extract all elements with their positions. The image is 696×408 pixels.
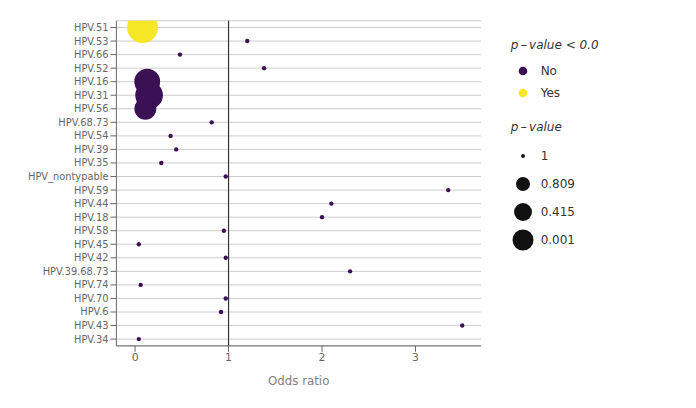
svg-text:HPV.54: HPV.54	[74, 130, 108, 141]
html-text:0.809: 0.809	[540, 177, 575, 191]
svg-text:HPV.56: HPV.56	[74, 103, 108, 114]
html-text:p – value < 0.0: p – value < 0.0	[510, 38, 599, 52]
svg-text:HPV.59: HPV.59	[74, 185, 108, 196]
svg-text:HPV.34: HPV.34	[74, 334, 108, 345]
html-text:0.415: 0.415	[540, 205, 575, 219]
svg-text:3: 3	[412, 351, 419, 364]
svg-text:HPV.18: HPV.18	[74, 212, 108, 223]
svg-text:2: 2	[319, 351, 326, 364]
svg-text:0: 0	[132, 351, 139, 364]
svg-text:HPV.45: HPV.45	[74, 239, 108, 250]
svg-text:HPV_nontypable: HPV_nontypable	[28, 171, 109, 183]
svg-text:HPV.35: HPV.35	[74, 157, 108, 168]
svg-text:HPV.43: HPV.43	[74, 320, 108, 331]
svg-text:HPV.66: HPV.66	[74, 49, 108, 60]
svg-text:HPV.52: HPV.52	[74, 63, 108, 74]
svg-text:HPV.31: HPV.31	[74, 90, 108, 101]
svg-text:HPV.44: HPV.44	[74, 198, 108, 209]
html-text:0.001: 0.001	[540, 233, 575, 247]
svg-text:HPV.42: HPV.42	[74, 252, 108, 263]
svg-text:Odds ratio: Odds ratio	[268, 374, 329, 388]
html-text:p – value: p – value	[510, 120, 562, 134]
svg-text:1: 1	[225, 351, 232, 364]
html-text:Yes: Yes	[540, 86, 560, 100]
svg-text:HPV.16: HPV.16	[74, 76, 108, 87]
svg-text:HPV.58: HPV.58	[74, 225, 108, 236]
svg-text:HPV.6: HPV.6	[80, 306, 108, 317]
svg-text:HPV.70: HPV.70	[74, 293, 108, 304]
svg-text:HPV.51: HPV.51	[74, 22, 108, 33]
svg-text:HPV.53: HPV.53	[74, 36, 108, 47]
svg-text:HPV.68.73: HPV.68.73	[58, 117, 108, 128]
html-text:No: No	[540, 64, 557, 78]
svg-text:HPV.39.68.73: HPV.39.68.73	[43, 266, 109, 277]
html-text:1: 1	[540, 149, 549, 163]
svg-text:HPV.39: HPV.39	[74, 144, 108, 155]
svg-text:HPV.74: HPV.74	[74, 279, 108, 290]
